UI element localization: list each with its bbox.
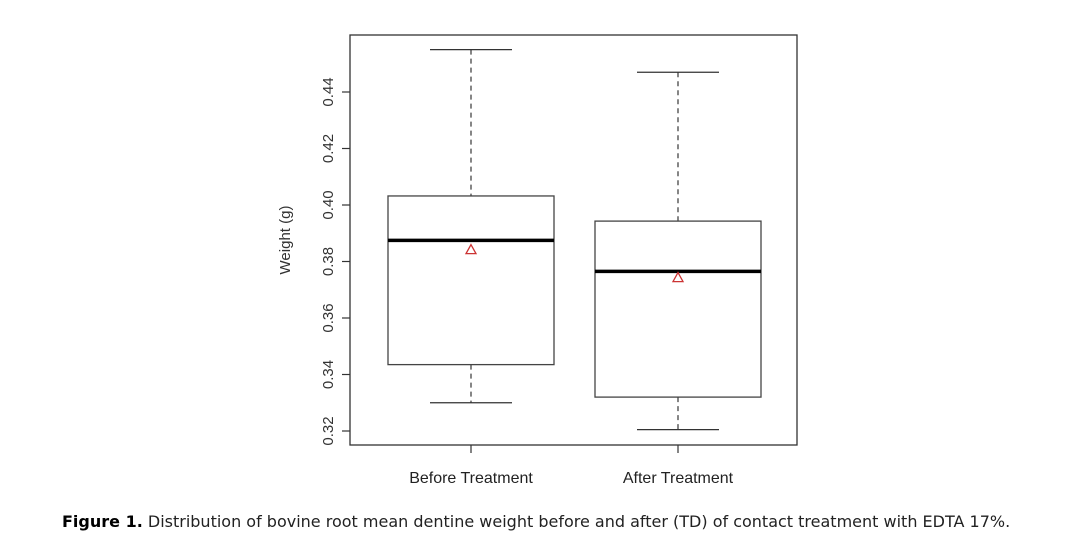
y-tick-label: 0.40 — [320, 190, 337, 219]
y-tick-label: 0.36 — [320, 303, 337, 332]
figure-caption: Figure 1. Distribution of bovine root me… — [62, 512, 1062, 531]
plot-frame — [349, 34, 798, 446]
y-tick-label: 0.38 — [320, 247, 337, 276]
caption-label: Figure 1. — [62, 512, 143, 531]
y-tick-label: 0.42 — [320, 134, 337, 163]
box-before — [387, 48, 555, 404]
boxplot-chart: 0.320.340.360.380.400.420.44 Weight (g) … — [277, 34, 798, 487]
mean-marker — [671, 271, 685, 283]
y-tick-label: 0.44 — [320, 77, 337, 106]
iqr-box — [387, 195, 555, 366]
box-after — [594, 71, 762, 431]
y-axis: 0.32 0.34 0.36 0.38 0.40 0.42 0.44 — [320, 77, 350, 446]
caption-text: Distribution of bovine root mean dentine… — [142, 512, 1011, 531]
mean-marker — [464, 243, 478, 255]
y-axis-title: Weight (g) — [277, 206, 294, 275]
iqr-box — [594, 220, 762, 398]
x-axis: Before Treatment After Treatment — [409, 445, 734, 487]
boxes-group — [387, 48, 762, 431]
x-tick-label: After Treatment — [623, 470, 734, 487]
x-tick-label: Before Treatment — [409, 470, 533, 487]
y-tick-label: 0.34 — [320, 360, 337, 389]
y-tick-label: 0.32 — [320, 416, 337, 445]
